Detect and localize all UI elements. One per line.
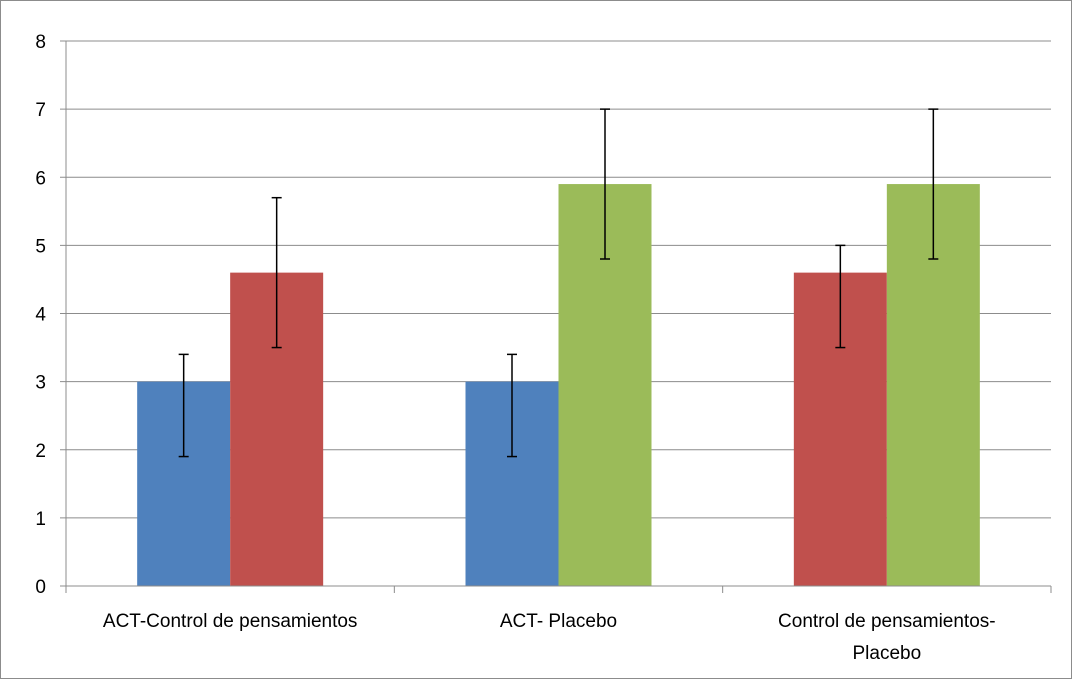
x-category-label: Control de pensamientos- xyxy=(778,611,996,632)
x-category-label: ACT-Control de pensamientos xyxy=(103,611,358,632)
y-tick-label: 8 xyxy=(35,32,46,53)
y-tick-label: 4 xyxy=(35,305,46,326)
x-category-label: Placebo xyxy=(852,643,921,664)
y-tick-label: 5 xyxy=(35,236,46,257)
y-tick-label: 7 xyxy=(35,100,46,121)
bars xyxy=(137,184,980,586)
y-tick-label: 2 xyxy=(35,441,46,462)
axes xyxy=(60,40,1052,593)
y-tick-label: 6 xyxy=(35,168,46,189)
y-tick-label: 1 xyxy=(35,509,46,530)
y-tick-label: 0 xyxy=(35,577,46,598)
axis-labels: 0 1 2 3 4 5 6 7 8 ACT-Control de pensamientos ACT-… xyxy=(35,32,995,664)
x-category-label: ACT- Placebo xyxy=(500,611,617,632)
error-bars xyxy=(178,108,939,458)
y-tick-label: 3 xyxy=(35,373,46,394)
